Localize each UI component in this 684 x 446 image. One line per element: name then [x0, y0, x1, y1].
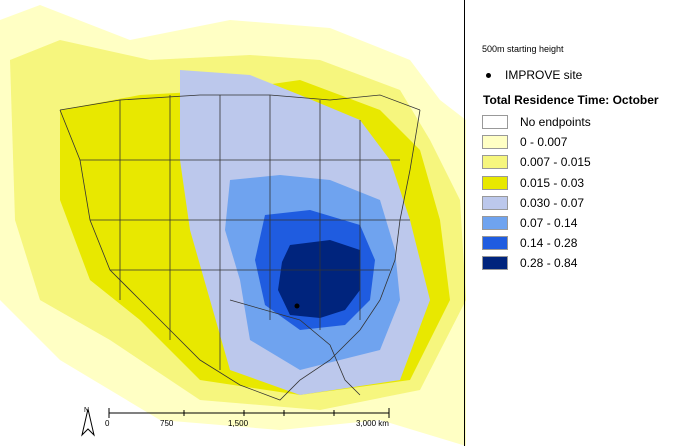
scale-label-3000: 3,000 km	[356, 419, 389, 428]
legend-swatch	[482, 236, 508, 251]
legend-swatch	[482, 195, 508, 210]
band-navy	[278, 240, 360, 318]
legend-swatch	[482, 155, 508, 170]
north-label: N	[84, 407, 90, 414]
legend-label: 0.28 - 0.84	[520, 256, 578, 271]
scale-label-750: 750	[160, 419, 174, 428]
map-panel[interactable]: N 0 750 1,500 3,000 km	[0, 0, 466, 446]
residence-time-map	[0, 5, 466, 446]
scale-label-1500: 1,500	[228, 419, 249, 428]
residence-bands	[0, 5, 466, 446]
legend-label: 0.07 - 0.14	[520, 215, 578, 230]
legend-label: 0.007 - 0.015	[520, 155, 591, 170]
scale-bar	[108, 408, 390, 418]
improve-site-marker	[294, 303, 300, 309]
legend-site-label: IMPROVE site	[505, 68, 583, 82]
legend-swatch	[482, 115, 508, 129]
legend-label: 0 - 0.007	[520, 135, 568, 150]
improve-site-dot	[294, 303, 300, 309]
legend-label: 0.015 - 0.03	[520, 175, 585, 190]
legend-site-row: IMPROVE site	[486, 68, 582, 82]
legend-swatch	[482, 135, 508, 150]
state-outline	[299, 319, 361, 396]
legend-title: Total Residence Time: October	[483, 93, 659, 107]
state-outlines	[59, 94, 421, 401]
state-outline	[59, 109, 421, 401]
site-dot-icon	[486, 73, 491, 79]
legend-label: 0.14 - 0.28	[520, 236, 578, 251]
legend-label: 0.030 - 0.07	[520, 195, 585, 210]
legend-swatch	[482, 256, 508, 271]
legend-label: No endpoints	[520, 115, 591, 129]
legend-swatch	[482, 175, 508, 190]
north-arrow-icon	[81, 408, 95, 437]
map-frame	[464, 0, 465, 446]
legend: 500m starting height IMPROVE site Total …	[470, 0, 684, 446]
legend-subtitle: 500m starting height	[482, 44, 564, 54]
scale-label-0: 0	[105, 419, 110, 428]
legend-swatch	[482, 215, 508, 230]
state-outline	[229, 299, 301, 321]
